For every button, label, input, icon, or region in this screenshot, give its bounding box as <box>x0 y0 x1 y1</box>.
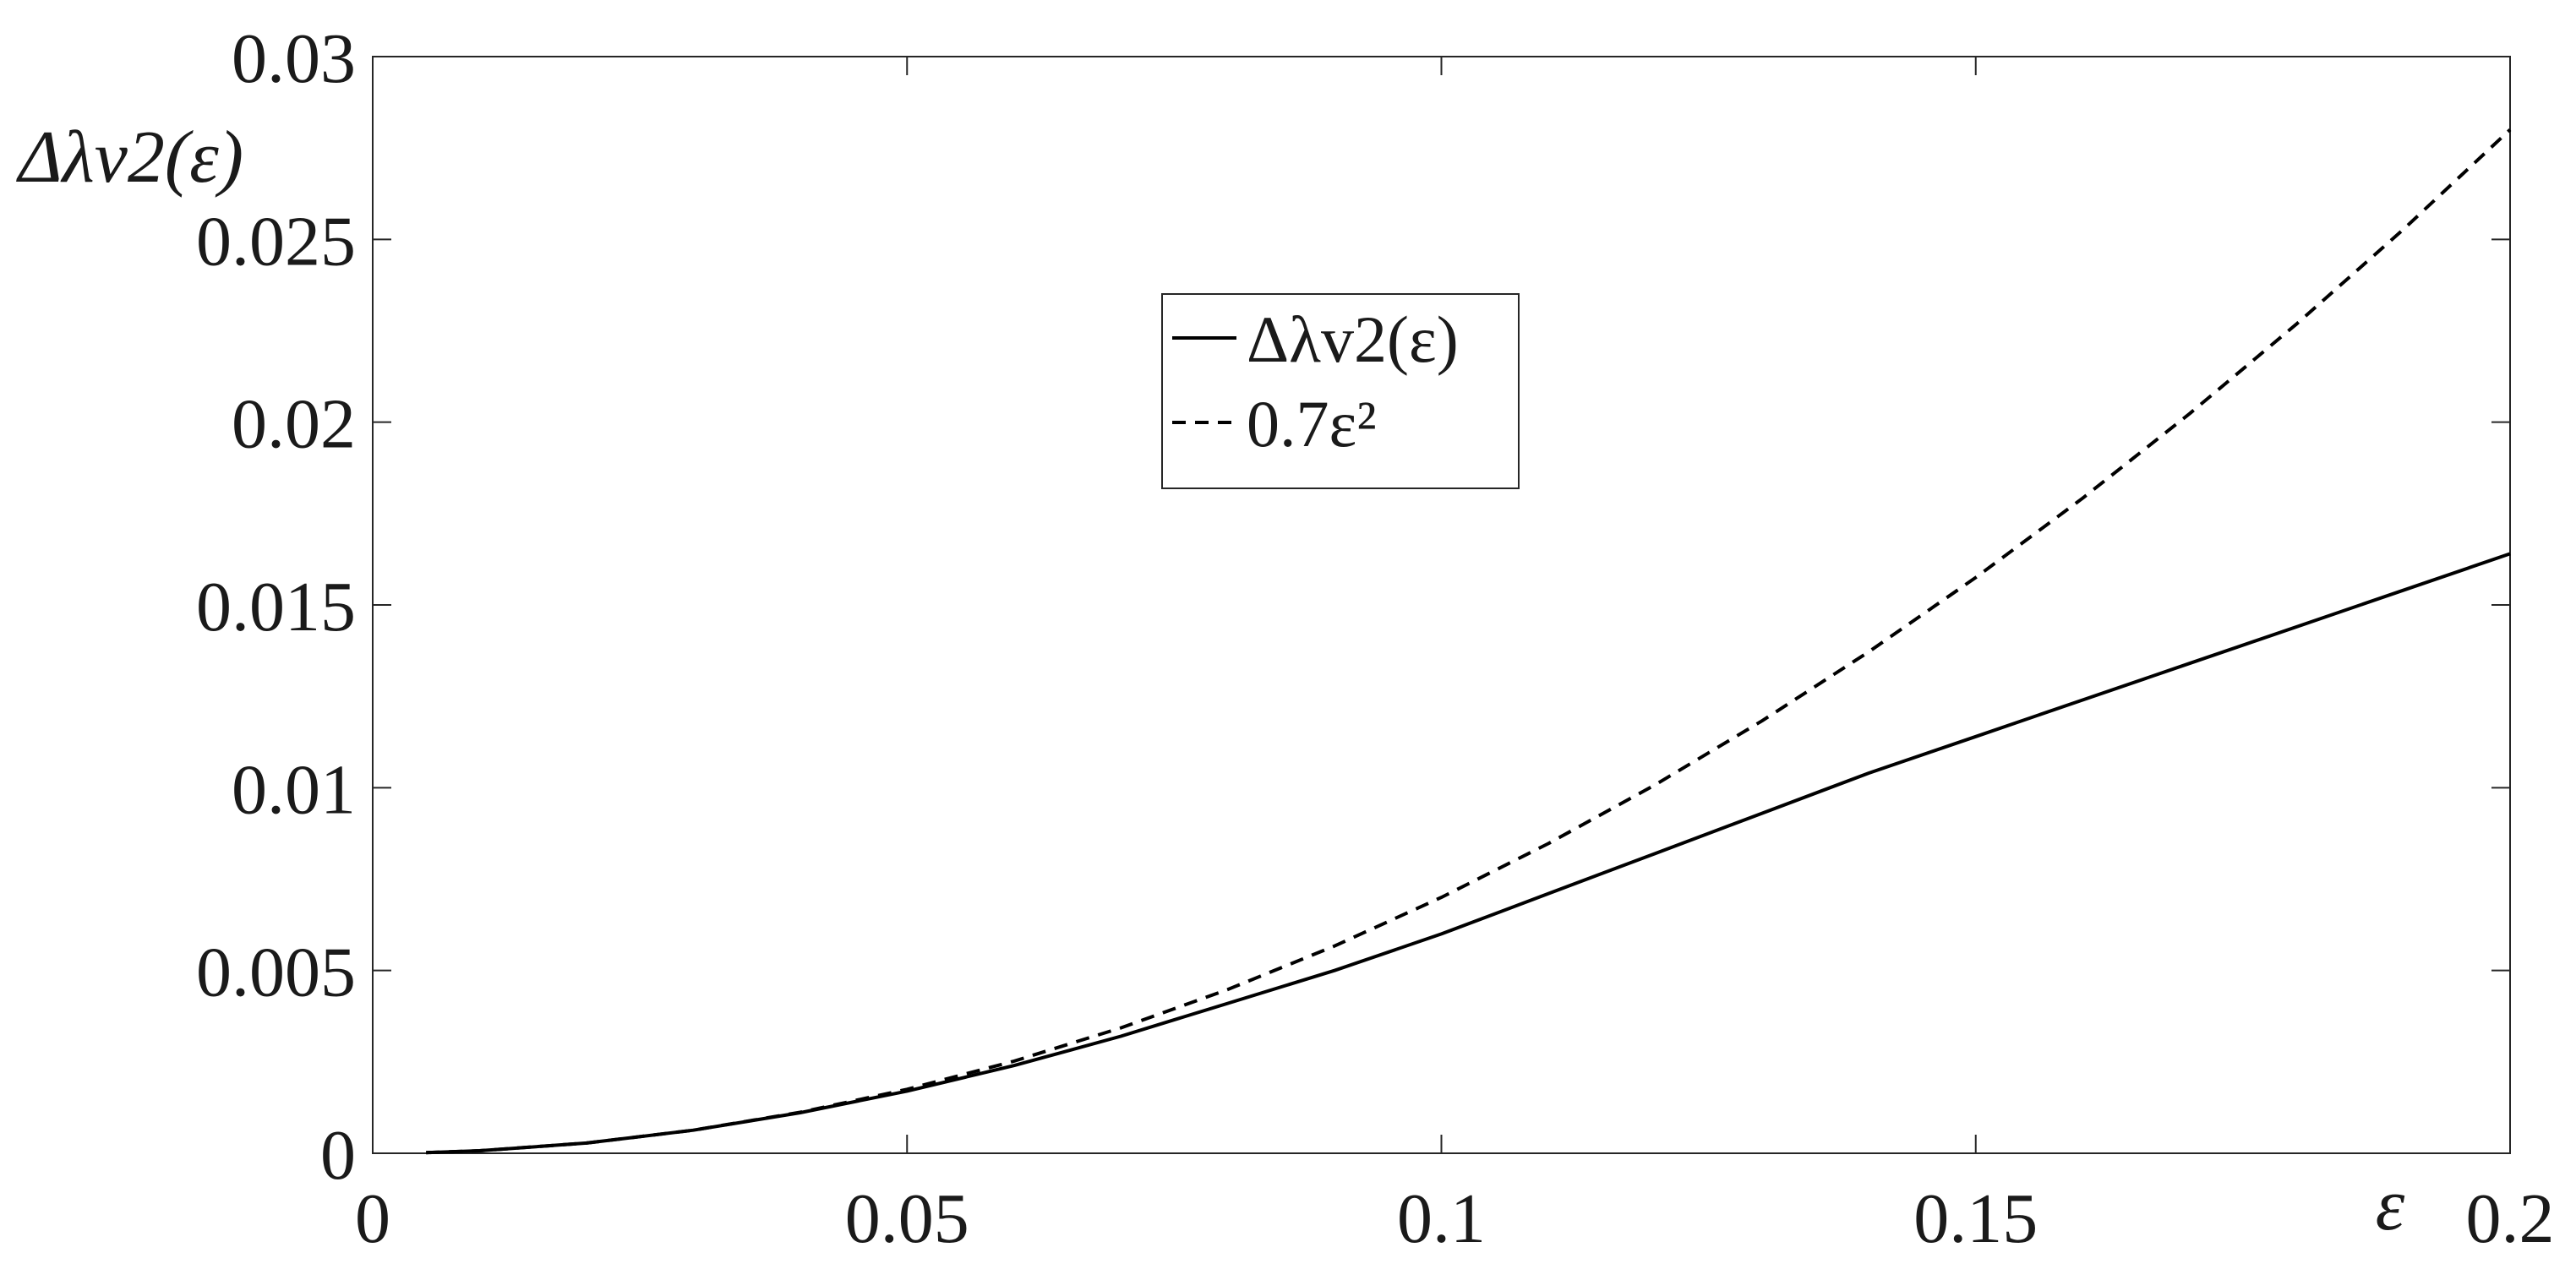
x-tick-label: 0.2 <box>2466 1179 2555 1258</box>
y-tick-label: 0.03 <box>232 19 356 98</box>
x-axis-label: ε <box>2376 1164 2405 1246</box>
y-tick-label: 0.025 <box>196 202 356 281</box>
series-line-2 <box>426 128 2512 1155</box>
y-axis-label: Δλv2(ε) <box>16 117 243 199</box>
legend-box <box>1161 293 1520 489</box>
y-tick-label: 0.01 <box>232 750 356 829</box>
axis-labels: Δλv2(ε) ε <box>16 117 2405 1246</box>
x-tick-label: 0.1 <box>1397 1179 1486 1258</box>
legend-label-2: 0.7ε² <box>1247 387 1377 460</box>
y-tick-label: 0.02 <box>232 385 356 464</box>
x-tick-label: 0.15 <box>1913 1179 2038 1258</box>
x-tick-label: 0.05 <box>845 1179 969 1258</box>
ticks: 0 0.05 0.1 0.15 0.2 0 0.005 0.01 0.015 0.02 0.025 0… <box>196 19 2555 1258</box>
y-tick-label: 0.005 <box>196 934 356 1012</box>
legend: Δλv2(ε) 0.7ε² <box>1161 293 1520 489</box>
x-tick-label: 0 <box>355 1179 390 1258</box>
y-tick-label: 0 <box>320 1116 356 1195</box>
series-layer <box>426 128 2512 1155</box>
legend-label-1: Δλv2(ε) <box>1247 302 1459 376</box>
y-tick-label: 0.015 <box>196 568 356 646</box>
